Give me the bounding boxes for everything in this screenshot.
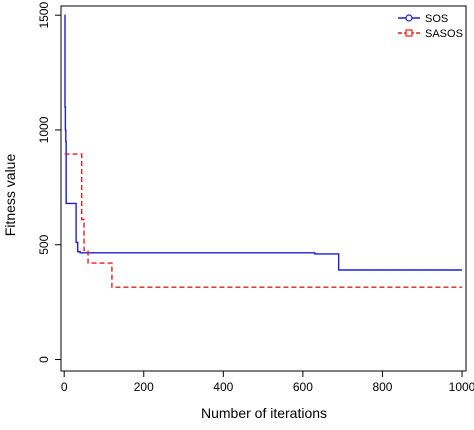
plot-frame [60, 5, 467, 372]
axes: 0 200 400 600 800 1000 0 500 1000 1500 [37, 2, 474, 394]
series-line-sos [64, 14, 463, 271]
y-tick-label: 1000 [37, 116, 51, 143]
legend-label-sos: SOS [425, 13, 448, 25]
x-tick-label: 400 [213, 380, 233, 394]
x-tick-label: 0 [61, 380, 68, 394]
y-tick-label: 1500 [37, 2, 51, 29]
x-tick-label: 1000 [449, 380, 474, 394]
legend-marker-square [405, 29, 413, 37]
y-tick-label: 500 [37, 234, 51, 254]
x-axis-title: Number of iterations [201, 405, 327, 421]
y-axis-title: Fitness value [2, 154, 18, 237]
series-line-sasos [64, 153, 463, 288]
x-tick-label: 200 [134, 380, 154, 394]
x-tick-label: 800 [372, 380, 392, 394]
legend-marker-circle [405, 14, 413, 22]
y-tick-label: 0 [37, 356, 51, 363]
series-layer [64, 14, 463, 288]
legend: SOS SASOS [398, 13, 463, 40]
x-tick-label: 600 [293, 380, 313, 394]
legend-label-sasos: SASOS [425, 28, 463, 40]
